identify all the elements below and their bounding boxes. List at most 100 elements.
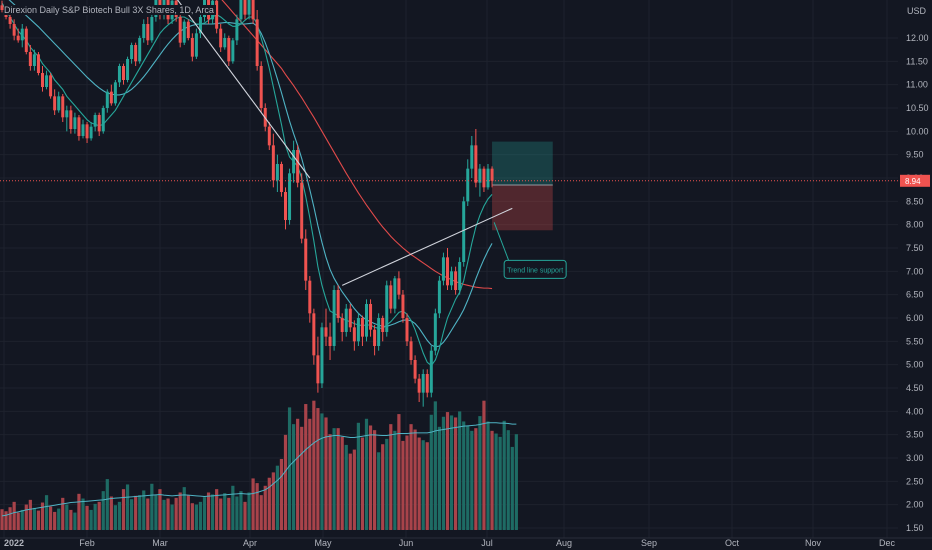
price-tick-label: 12.00 <box>906 33 929 43</box>
price-tick-label: 5.50 <box>906 336 924 346</box>
position-target-zone <box>492 141 553 185</box>
volume-bar <box>24 504 28 530</box>
candle-body <box>490 168 494 181</box>
volume-bar <box>198 501 203 530</box>
price-tick-label: 3.00 <box>906 453 924 463</box>
candle-body <box>377 318 381 346</box>
candle-body <box>49 75 53 97</box>
candle-body <box>122 66 125 80</box>
time-tick-label: Nov <box>805 538 822 548</box>
volume-bar <box>89 509 93 530</box>
candle-body <box>97 115 101 132</box>
price-tick-label: 2.50 <box>906 476 924 486</box>
chart-title: Direxion Daily S&P Biotech Bull 3X Share… <box>4 5 216 15</box>
price-tick-label: 8.00 <box>906 220 924 230</box>
volume-bar <box>397 414 401 530</box>
volume-bar <box>170 504 174 530</box>
candle-body <box>113 82 117 104</box>
volume-ma-line <box>1 422 517 517</box>
candle-body <box>77 117 81 136</box>
volume-bar <box>506 430 510 530</box>
candle-body <box>312 313 316 356</box>
volume-bar <box>69 509 73 530</box>
time-tick-label: 2022 <box>4 538 24 548</box>
candle-body <box>340 318 344 332</box>
candle-body <box>8 17 12 24</box>
candle-body <box>117 66 121 83</box>
time-tick-label: Mar <box>152 538 168 548</box>
candle-body <box>243 0 247 15</box>
candle-body <box>441 257 445 281</box>
volume-bar <box>340 436 344 530</box>
volume-bar <box>162 499 166 530</box>
candle-body <box>421 374 425 393</box>
volume-bar <box>462 421 466 530</box>
volume-bar <box>202 497 207 530</box>
volume-bar <box>146 498 150 530</box>
candle-body <box>32 54 36 66</box>
volume-bar <box>417 437 421 530</box>
volume-bar <box>401 440 405 530</box>
price-tick-label: 4.00 <box>906 406 924 416</box>
volume-bar <box>247 492 251 530</box>
candle-body <box>89 126 93 139</box>
volume-bar <box>474 428 478 530</box>
candle-body <box>235 19 239 41</box>
candle-body <box>292 150 296 174</box>
time-tick-label: Feb <box>79 538 95 548</box>
volume-bar <box>125 484 130 530</box>
candle-body <box>81 124 85 136</box>
candle-body <box>433 313 437 351</box>
volume-bar <box>57 508 61 530</box>
position-box[interactable] <box>492 141 553 231</box>
volume-bar <box>263 485 267 530</box>
volume-bar <box>259 495 263 530</box>
price-axis[interactable]: USD 1.50 2.00 2.50 3.00 3.50 4.00 4.50 5.00 5.50 6… <box>898 0 932 550</box>
candle-body <box>344 308 348 332</box>
volume-bar <box>324 417 328 530</box>
volume-bar <box>425 442 429 530</box>
candle-body <box>41 73 44 87</box>
volume-bar <box>40 502 45 530</box>
volume-bar <box>482 400 486 530</box>
time-tick-label: Oct <box>725 538 740 548</box>
candle-body <box>279 164 283 192</box>
candle-body <box>53 96 57 111</box>
candle-body <box>300 182 304 239</box>
volume-bar <box>182 487 186 530</box>
volume-bar <box>271 472 275 530</box>
last-price-tag <box>900 174 930 187</box>
time-axis[interactable]: 2022 Feb Mar Apr May Jun Jul Aug Sep Oct Nov Dec <box>0 537 932 548</box>
candle-body <box>458 262 462 290</box>
candle-body <box>478 168 482 183</box>
candle-body <box>227 38 231 62</box>
candle-body <box>348 308 352 328</box>
volume-bar <box>32 507 36 530</box>
volume-bar <box>429 414 433 530</box>
ma-mid-line <box>8 0 493 348</box>
volume-bar <box>101 491 105 530</box>
price-axis-bg <box>898 0 932 550</box>
volume-bar <box>454 417 458 530</box>
volume-bar <box>385 438 389 530</box>
candle-body <box>446 257 449 286</box>
volume-bar <box>360 437 365 530</box>
volume-bar <box>206 492 211 530</box>
volume-bar <box>20 509 24 530</box>
volume-bar <box>61 497 65 530</box>
volume-bar <box>283 434 288 530</box>
volume-bar <box>142 490 146 530</box>
price-tick-label: 5.00 <box>906 360 924 370</box>
candle-body <box>190 38 194 57</box>
volume-bar <box>255 483 259 530</box>
volume-bar <box>377 452 381 530</box>
trendlines[interactable] <box>154 0 513 286</box>
annotation[interactable]: Trend line support <box>493 222 567 279</box>
volume-bar <box>494 433 498 530</box>
volume-bar <box>28 499 32 530</box>
volume-bar <box>150 483 154 530</box>
volume-bar <box>117 501 122 530</box>
